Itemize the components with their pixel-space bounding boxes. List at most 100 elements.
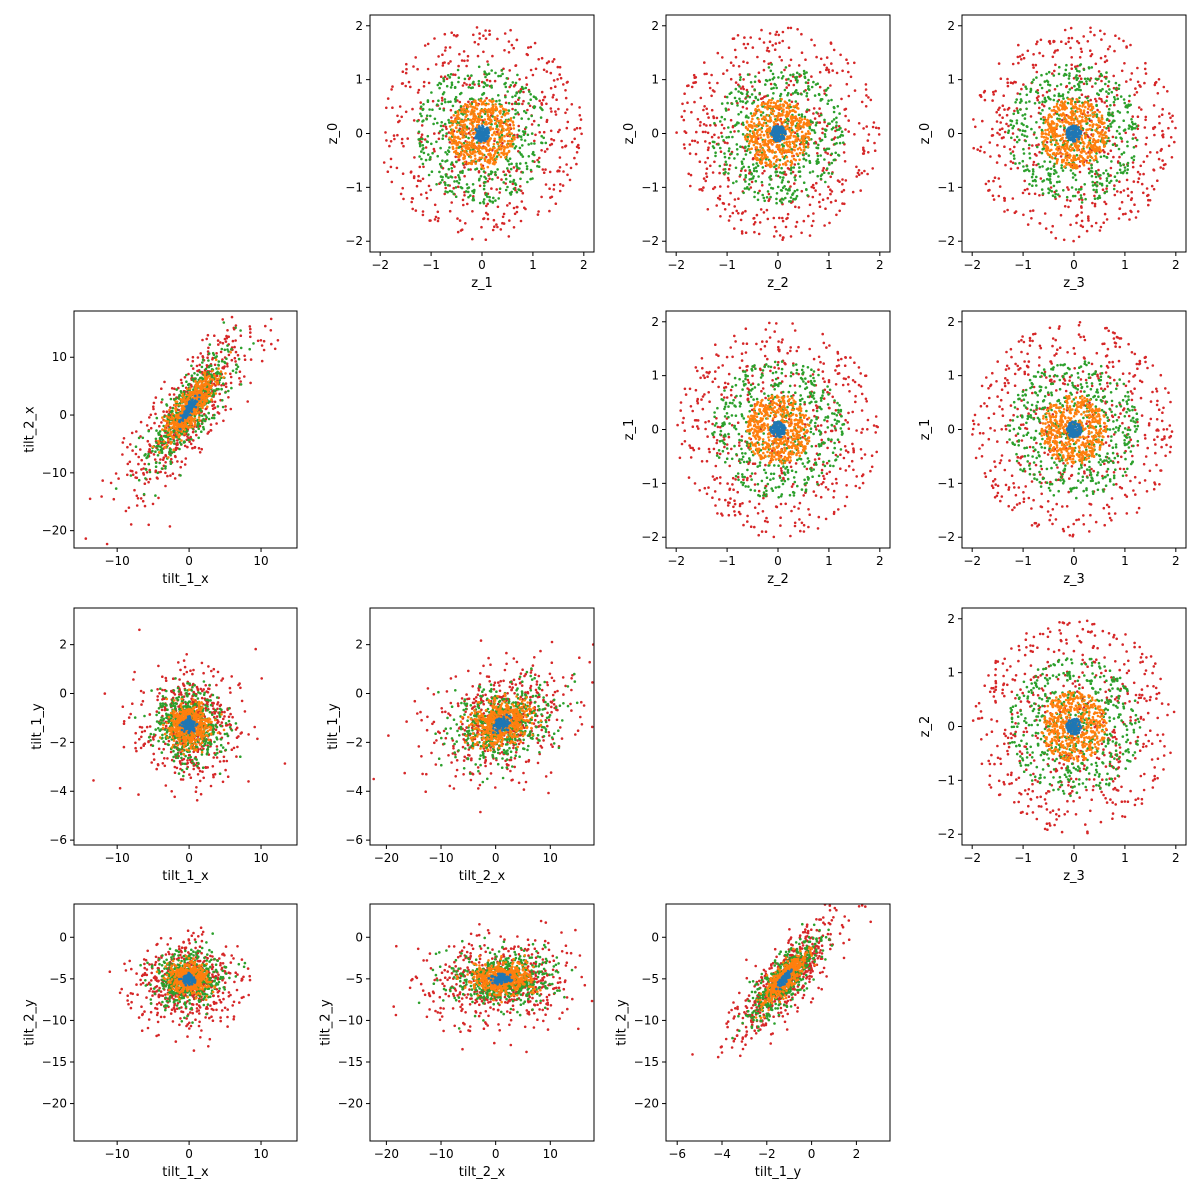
scatter-point	[1115, 179, 1118, 182]
scatter-point	[432, 122, 435, 126]
scatter-point	[730, 91, 733, 94]
scatter-point	[782, 136, 786, 139]
scatter-point	[759, 136, 763, 139]
scatter-point	[469, 156, 473, 159]
scatter-point	[1028, 143, 1031, 147]
scatter-point	[762, 121, 766, 125]
scatter-point	[784, 188, 788, 191]
scatter-point	[761, 193, 764, 197]
scatter-point	[462, 203, 465, 207]
scatter-point	[521, 102, 524, 106]
scatter-point	[439, 146, 442, 150]
scatter-point	[1023, 134, 1026, 138]
scatter-point	[827, 185, 830, 189]
scatter-point	[1142, 160, 1146, 164]
scatter-point	[449, 108, 453, 112]
scatter-point	[1091, 111, 1095, 115]
scatter-point	[708, 86, 712, 90]
scatter-point	[426, 100, 430, 103]
scatter-point	[463, 194, 466, 197]
scatter-point	[389, 157, 393, 161]
scatter-point	[826, 86, 830, 90]
scatter-point	[400, 115, 404, 119]
scatter-point	[1078, 70, 1081, 73]
scatter-point	[1084, 117, 1087, 120]
scatter-point	[825, 68, 828, 72]
scatter-point	[450, 83, 454, 87]
scatter-point	[786, 122, 789, 126]
scatter-point	[826, 196, 830, 200]
scatter-point	[1115, 144, 1119, 147]
scatter-point	[781, 162, 785, 166]
scatter-point	[737, 212, 740, 215]
scatter-point	[1069, 125, 1073, 128]
scatter-point	[1078, 198, 1081, 201]
scatter-point	[740, 160, 744, 163]
scatter-point	[448, 141, 452, 144]
scatter-point	[1050, 115, 1053, 119]
scatter-point	[1090, 164, 1093, 167]
scatter-point	[780, 197, 784, 201]
scatter-point	[812, 219, 815, 223]
scatter-point	[740, 167, 744, 170]
scatter-point	[505, 77, 509, 80]
scatter-point	[1122, 119, 1125, 122]
scatter-point	[464, 118, 467, 122]
scatter-point	[541, 168, 545, 171]
scatter-point	[486, 114, 490, 118]
scatter-point	[1032, 170, 1035, 173]
scatter-point	[741, 100, 745, 103]
scatter-point	[1080, 159, 1083, 163]
scatter-point	[1109, 125, 1113, 128]
scatter-point	[1126, 140, 1129, 144]
scatter-point	[722, 139, 725, 142]
scatter-point	[1074, 67, 1078, 71]
scatter-point	[772, 163, 776, 166]
scatter-point	[504, 95, 507, 99]
scatter-point	[807, 88, 811, 91]
scatter-point	[775, 86, 778, 90]
scatter-point	[816, 158, 820, 161]
scatter-point	[784, 66, 788, 69]
scatter-point	[1054, 192, 1057, 196]
scatter-point	[1101, 87, 1104, 91]
scatter-point	[744, 209, 747, 213]
scatter-point	[1079, 194, 1083, 197]
scatter-point	[389, 140, 393, 143]
x-tick-label: 1	[529, 258, 537, 272]
scatter-point	[1035, 121, 1038, 124]
scatter-point	[488, 126, 492, 129]
scatter-point	[871, 125, 875, 129]
scatter-point	[784, 161, 787, 164]
scatter-point	[495, 127, 498, 131]
scatter-point	[497, 153, 501, 156]
x-tick-label: 1	[825, 258, 833, 272]
scatter-point	[795, 220, 799, 224]
scatter-point	[1116, 171, 1119, 175]
scatter-point	[441, 64, 445, 67]
scatter-point	[767, 119, 771, 123]
scatter-point	[778, 199, 782, 203]
scatter-point	[506, 124, 510, 127]
scatter-point	[404, 84, 408, 88]
scatter-point	[749, 36, 752, 39]
scatter-point	[774, 150, 777, 154]
scatter-point	[686, 101, 689, 104]
scatter-point	[782, 110, 785, 114]
scatter-point	[454, 176, 457, 179]
scatter-point	[1107, 174, 1110, 178]
scatter-point	[789, 168, 793, 172]
scatter-point	[752, 143, 756, 147]
scatter-point	[747, 188, 751, 191]
scatter-point	[815, 162, 819, 165]
scatter-point	[702, 177, 706, 180]
scatter-point	[498, 102, 501, 106]
scatter-point	[558, 65, 562, 69]
scatter-point	[804, 58, 807, 61]
scatter-point	[467, 153, 470, 156]
scatter-point	[475, 141, 479, 144]
scatter-point	[1104, 55, 1107, 58]
scatter-point	[1055, 105, 1058, 108]
scatter-point	[767, 192, 771, 196]
scatter-point	[775, 155, 778, 158]
